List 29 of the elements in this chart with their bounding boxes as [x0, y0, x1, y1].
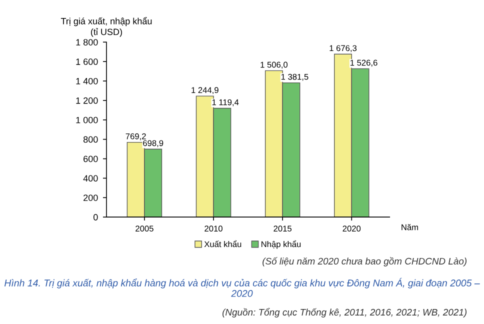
legend-label: Nhập khẩu [262, 240, 301, 249]
x-tick-label: 2010 [204, 226, 222, 232]
text: Hình 14. Trị giá xuất, nhập khẩu hàng hoá và dịch vụ của các quốc gia khu vực Đông Nam Á, giai đoạn 2005 – 2020 [4, 278, 480, 297]
legend-label: Xuất khẩu [204, 240, 242, 248]
data-label: 1 381,5 [281, 74, 308, 81]
x-tick-label: 2015 [274, 226, 292, 232]
y-tick-label: 0 [93, 214, 98, 220]
x-tick-label: 2005 [136, 226, 154, 232]
y-tick-label: 600 [84, 156, 98, 162]
y-tick-label: 400 [83, 175, 98, 182]
y-tick-label: 1 200 [76, 97, 98, 104]
x-tick-label: 2020 [342, 226, 361, 232]
data-label: 1 526,6 [350, 60, 378, 67]
data-label: 1 119,4 [212, 99, 239, 106]
y-axis-title: Trị giá xuất, nhập khẩu (tỉ USD) [60, 16, 152, 37]
y-tick-label: 1 800 [76, 39, 98, 46]
y-tick-label: 800 [83, 136, 98, 143]
y-tick-label: 200 [84, 194, 98, 201]
text: (Nguồn: Tổng cục Thống kê, 2011, 2016, 2021; WB, 2021) [222, 308, 467, 318]
data-label: 769,2 [126, 133, 146, 140]
x-axis-title: Năm [402, 224, 418, 230]
data-label: 1 676,3 [330, 45, 357, 52]
y-tick-label: 1 600 [76, 58, 98, 65]
text: (Số liệu năm 2020 chưa bao gồm CHDCND Lào) [262, 257, 467, 266]
data-label: 1 506,0 [260, 62, 288, 69]
y-tick-label: 1 400 [76, 78, 98, 84]
data-label: 1 244,9 [192, 87, 218, 94]
data-label: 698,9 [143, 140, 164, 148]
y-tick-label: 1 000 [76, 116, 98, 124]
